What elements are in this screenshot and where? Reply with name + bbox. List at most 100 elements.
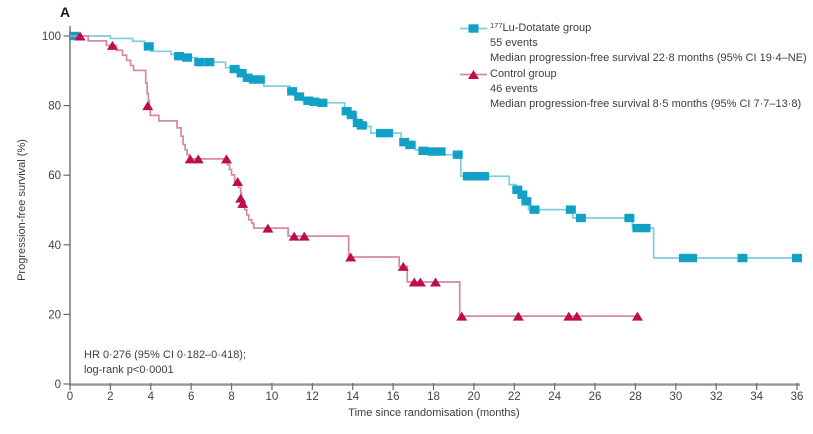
censor-square-marker xyxy=(565,205,576,214)
censor-square-marker xyxy=(287,87,298,96)
legend-median-control: Median progression-free survival 8·5 mon… xyxy=(490,98,802,111)
censor-square-marker xyxy=(242,73,253,82)
censor-triangle-marker xyxy=(288,231,300,241)
censor-triangle-marker xyxy=(74,31,86,41)
x-tick-label-32: 32 xyxy=(710,391,723,403)
legend-events-lu-dotatate: 55 events xyxy=(490,37,538,50)
censor-square-marker xyxy=(468,24,479,33)
censor-triangle-marker xyxy=(345,252,357,262)
censor-square-marker xyxy=(435,147,446,156)
y-tick-label-60: 60 xyxy=(48,170,61,182)
censor-triangle-marker xyxy=(298,231,310,241)
censor-square-marker xyxy=(317,98,328,108)
legend-median-lu-dotatate: Median progression-free survival 22·8 mo… xyxy=(490,52,807,65)
triangle-legend-glyph xyxy=(460,69,487,79)
censor-triangle-marker xyxy=(571,311,583,321)
y-axis-title: Progression-free survival (%) xyxy=(16,139,28,281)
censor-square-marker xyxy=(678,253,689,263)
censor-square-marker xyxy=(303,96,314,105)
legend: 177Lu-Dotatate group 55 events Median pr… xyxy=(460,21,807,112)
censor-triangle-marker xyxy=(430,277,442,287)
censor-square-marker xyxy=(182,53,193,62)
censor-square-marker xyxy=(254,75,265,84)
series-control xyxy=(70,31,643,321)
censor-triangle-marker xyxy=(631,311,643,321)
censor-square-marker xyxy=(512,185,523,195)
x-axis-title: Time since randomisation (months) xyxy=(348,407,520,419)
censor-triangle-marker xyxy=(221,154,233,164)
x-tick-label-26: 26 xyxy=(589,391,602,403)
x-tick-label-36: 36 xyxy=(791,391,804,403)
y-tick-label-40: 40 xyxy=(48,240,61,252)
censor-triangle-marker xyxy=(184,154,196,164)
censor-square-marker xyxy=(143,42,154,51)
x-tick-label-12: 12 xyxy=(306,391,319,403)
censor-triangle-marker xyxy=(237,198,249,208)
censor-square-marker xyxy=(383,128,394,138)
square-legend-glyph xyxy=(460,24,487,33)
x-tick-label-34: 34 xyxy=(750,391,763,403)
censor-square-marker xyxy=(405,140,416,150)
x-tick-label-24: 24 xyxy=(548,391,561,403)
censor-square-marker xyxy=(309,97,320,106)
censor-square-marker xyxy=(194,57,205,67)
x-tick-label-14: 14 xyxy=(346,391,359,403)
censor-square-marker xyxy=(632,223,643,233)
censor-square-marker xyxy=(517,190,528,199)
censor-square-marker xyxy=(452,150,463,159)
legend-item-control: Control group xyxy=(460,67,807,82)
legend-square-marker-icon xyxy=(460,22,490,35)
censor-square-marker xyxy=(427,147,438,156)
censor-square-marker xyxy=(375,128,386,138)
censor-square-marker xyxy=(521,197,532,206)
censor-triangle-marker xyxy=(192,154,204,164)
censor-triangle-marker xyxy=(397,261,409,271)
censor-square-marker xyxy=(470,172,481,181)
x-tick-label-10: 10 xyxy=(266,391,279,403)
y-tick-label-80: 80 xyxy=(48,101,61,113)
censor-triangle-marker xyxy=(414,277,426,287)
x-tick-label-28: 28 xyxy=(629,391,642,403)
x-tick-label-16: 16 xyxy=(387,391,400,403)
x-tick-label-0: 0 xyxy=(67,391,73,403)
censor-square-marker xyxy=(294,92,305,101)
x-tick-label-18: 18 xyxy=(427,391,440,403)
censor-square-marker xyxy=(341,106,352,116)
censor-square-marker xyxy=(418,146,429,156)
censor-square-marker xyxy=(529,205,540,214)
censor-square-marker xyxy=(686,253,697,263)
y-tick-label-20: 20 xyxy=(48,309,61,321)
legend-label: 177Lu-Dotatate group xyxy=(490,20,592,35)
series-lu-dotatate xyxy=(69,31,802,263)
y-tick-label-100: 100 xyxy=(42,31,61,43)
hr-annotation: HR 0·276 (95% CI 0·182–0·418); log-rank … xyxy=(84,348,246,378)
y-tick-label-0: 0 xyxy=(55,379,61,391)
legend-label-superscript: 177 xyxy=(490,20,503,30)
x-tick-label-6: 6 xyxy=(188,391,194,403)
censor-square-marker xyxy=(737,253,748,263)
logrank-line: log-rank p<0·0001 xyxy=(84,364,174,376)
censor-square-marker xyxy=(575,213,586,223)
legend-triangle-marker-icon xyxy=(460,68,490,81)
censor-triangle-marker xyxy=(232,176,244,186)
censor-square-marker xyxy=(792,253,802,263)
censor-triangle-marker xyxy=(456,311,468,321)
censor-square-marker xyxy=(399,137,410,147)
censor-square-marker xyxy=(478,172,489,181)
censor-triangle-marker xyxy=(106,40,118,50)
x-tick-label-4: 4 xyxy=(148,391,155,403)
censor-square-marker xyxy=(640,223,651,233)
censor-square-marker xyxy=(462,172,473,181)
x-tick-label-2: 2 xyxy=(107,391,113,403)
censor-square-marker xyxy=(624,213,635,223)
censor-square-marker xyxy=(356,121,367,130)
censor-square-marker xyxy=(346,110,357,120)
censor-square-marker xyxy=(248,75,259,84)
legend-label: Control group xyxy=(490,67,557,80)
x-tick-label-22: 22 xyxy=(508,391,521,403)
censor-square-marker xyxy=(236,69,247,78)
censor-triangle-marker xyxy=(563,311,575,321)
censor-triangle-marker xyxy=(235,193,247,203)
